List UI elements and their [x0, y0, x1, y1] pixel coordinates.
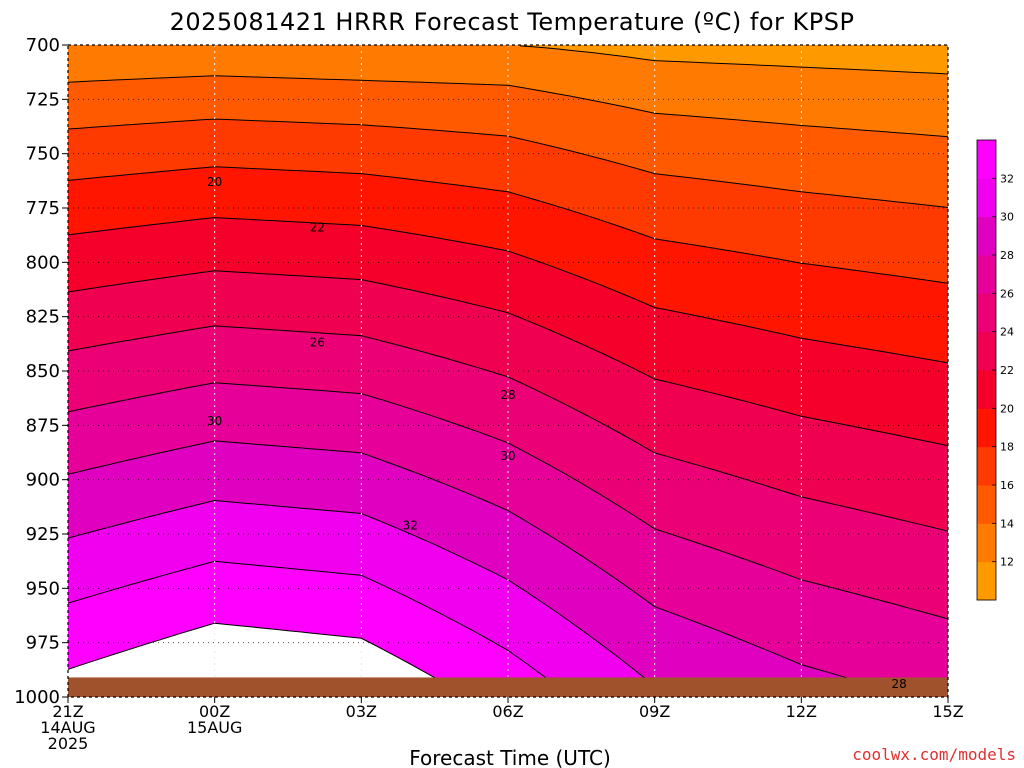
y-tick-label: 725: [26, 89, 60, 110]
colorbar-tick-label: 14: [1000, 517, 1014, 530]
colorbar-segment: [977, 140, 996, 179]
colorbar-tick-label: 20: [1000, 402, 1014, 415]
contour-labels: 20 22 26 28 30 30 32 28: [207, 175, 907, 691]
contour-line: [520, 45, 949, 75]
y-tick-label: 750: [26, 144, 60, 165]
temperature-band: [68, 119, 948, 284]
temperature-band: [68, 45, 948, 74]
contour-label: 28: [891, 677, 906, 691]
colorbar-tick-label: 32: [1000, 172, 1014, 185]
contour-label: 28: [500, 388, 515, 402]
temperature-band: [68, 270, 948, 532]
x-tick-label: 03Z: [346, 702, 377, 721]
contour-label: 20: [207, 175, 222, 189]
x-tick-label: 15Z: [932, 702, 963, 721]
credit-text: coolwx.com/models: [852, 745, 1016, 764]
contour-label: 26: [310, 336, 325, 350]
colorbar-tick-label: 30: [1000, 211, 1014, 224]
colorbar-segment: [977, 331, 996, 371]
y-tick-label: 950: [26, 578, 60, 599]
y-tick-label: 1000: [14, 687, 60, 708]
temperature-band: [68, 217, 948, 446]
colorbar-tick-label: 26: [1000, 287, 1014, 300]
colorbar-segment: [977, 561, 996, 601]
colorbar-segment: [977, 446, 996, 486]
colorbar-segment: [977, 523, 996, 563]
x-tick-label: 06Z: [492, 702, 523, 721]
y-tick-label: 825: [26, 307, 60, 328]
y-tick-label: 850: [26, 361, 60, 382]
x-tick-label: 2025: [48, 734, 89, 753]
colorbar-segment: [977, 255, 996, 294]
y-tick-label: 975: [26, 633, 60, 654]
colorbar-tick-label: 24: [1000, 326, 1014, 339]
x-tick-label: 14AUG: [40, 718, 95, 737]
gridlines: [68, 45, 948, 697]
temperature-band: [68, 561, 948, 697]
contour-label: 30: [500, 449, 515, 463]
temperature-band: [68, 166, 948, 363]
colorbar-segment: [977, 408, 996, 448]
contour-line: [67, 560, 558, 687]
y-tick-label: 775: [26, 198, 60, 219]
contour-line: [67, 622, 448, 686]
chart-title: 2025081421 HRRR Forecast Temperature (ºC…: [170, 8, 855, 36]
y-tick-label: 925: [26, 524, 60, 545]
colorbar-tick-label: 28: [1000, 249, 1014, 262]
contour-label: 30: [207, 414, 222, 428]
temperature-band: [68, 75, 948, 208]
x-tick-label: 09Z: [639, 702, 670, 721]
colorbar-tick-label: 22: [1000, 364, 1014, 377]
temperature-band: [68, 325, 948, 619]
y-tick-label: 875: [26, 415, 60, 436]
contour-label: 22: [310, 221, 325, 235]
contour-line: [67, 440, 875, 687]
colorbar-segment: [977, 485, 996, 524]
y-tick-label: 900: [26, 470, 60, 491]
y-tick-label: 800: [26, 252, 60, 273]
temperature-band: [68, 45, 948, 137]
colorbar-tick-label: 16: [1000, 479, 1014, 492]
colorbar-segment: [977, 178, 996, 218]
x-tick-label: 00Z: [199, 702, 230, 721]
x-tick-label: 12Z: [786, 702, 817, 721]
contour-label: 32: [403, 518, 418, 532]
colorbar-segment: [977, 370, 996, 409]
x-tick-label: 15AUG: [187, 718, 242, 737]
colorbar-segment: [977, 216, 996, 256]
temperature-band: [68, 382, 948, 697]
x-axis-label: Forecast Time (UTC): [409, 746, 611, 768]
ground-surface: [68, 677, 948, 697]
colorbar-segment: [977, 293, 996, 333]
colorbar-tick-label: 18: [1000, 441, 1014, 454]
y-axis: 700 725 750 775 800 825 850 875 900 925 950 975 1000: [14, 35, 68, 708]
plot-area: 20 22 26 28 30 30 32 28: [67, 44, 949, 698]
y-tick-label: 700: [26, 35, 60, 56]
colorbar: 12 14 16 18 20 22 24 26 28 30 32: [976, 139, 1014, 601]
colorbar-tick-label: 12: [1000, 556, 1014, 569]
x-tick-label: 21Z: [52, 702, 83, 721]
contour-line: [67, 270, 949, 447]
